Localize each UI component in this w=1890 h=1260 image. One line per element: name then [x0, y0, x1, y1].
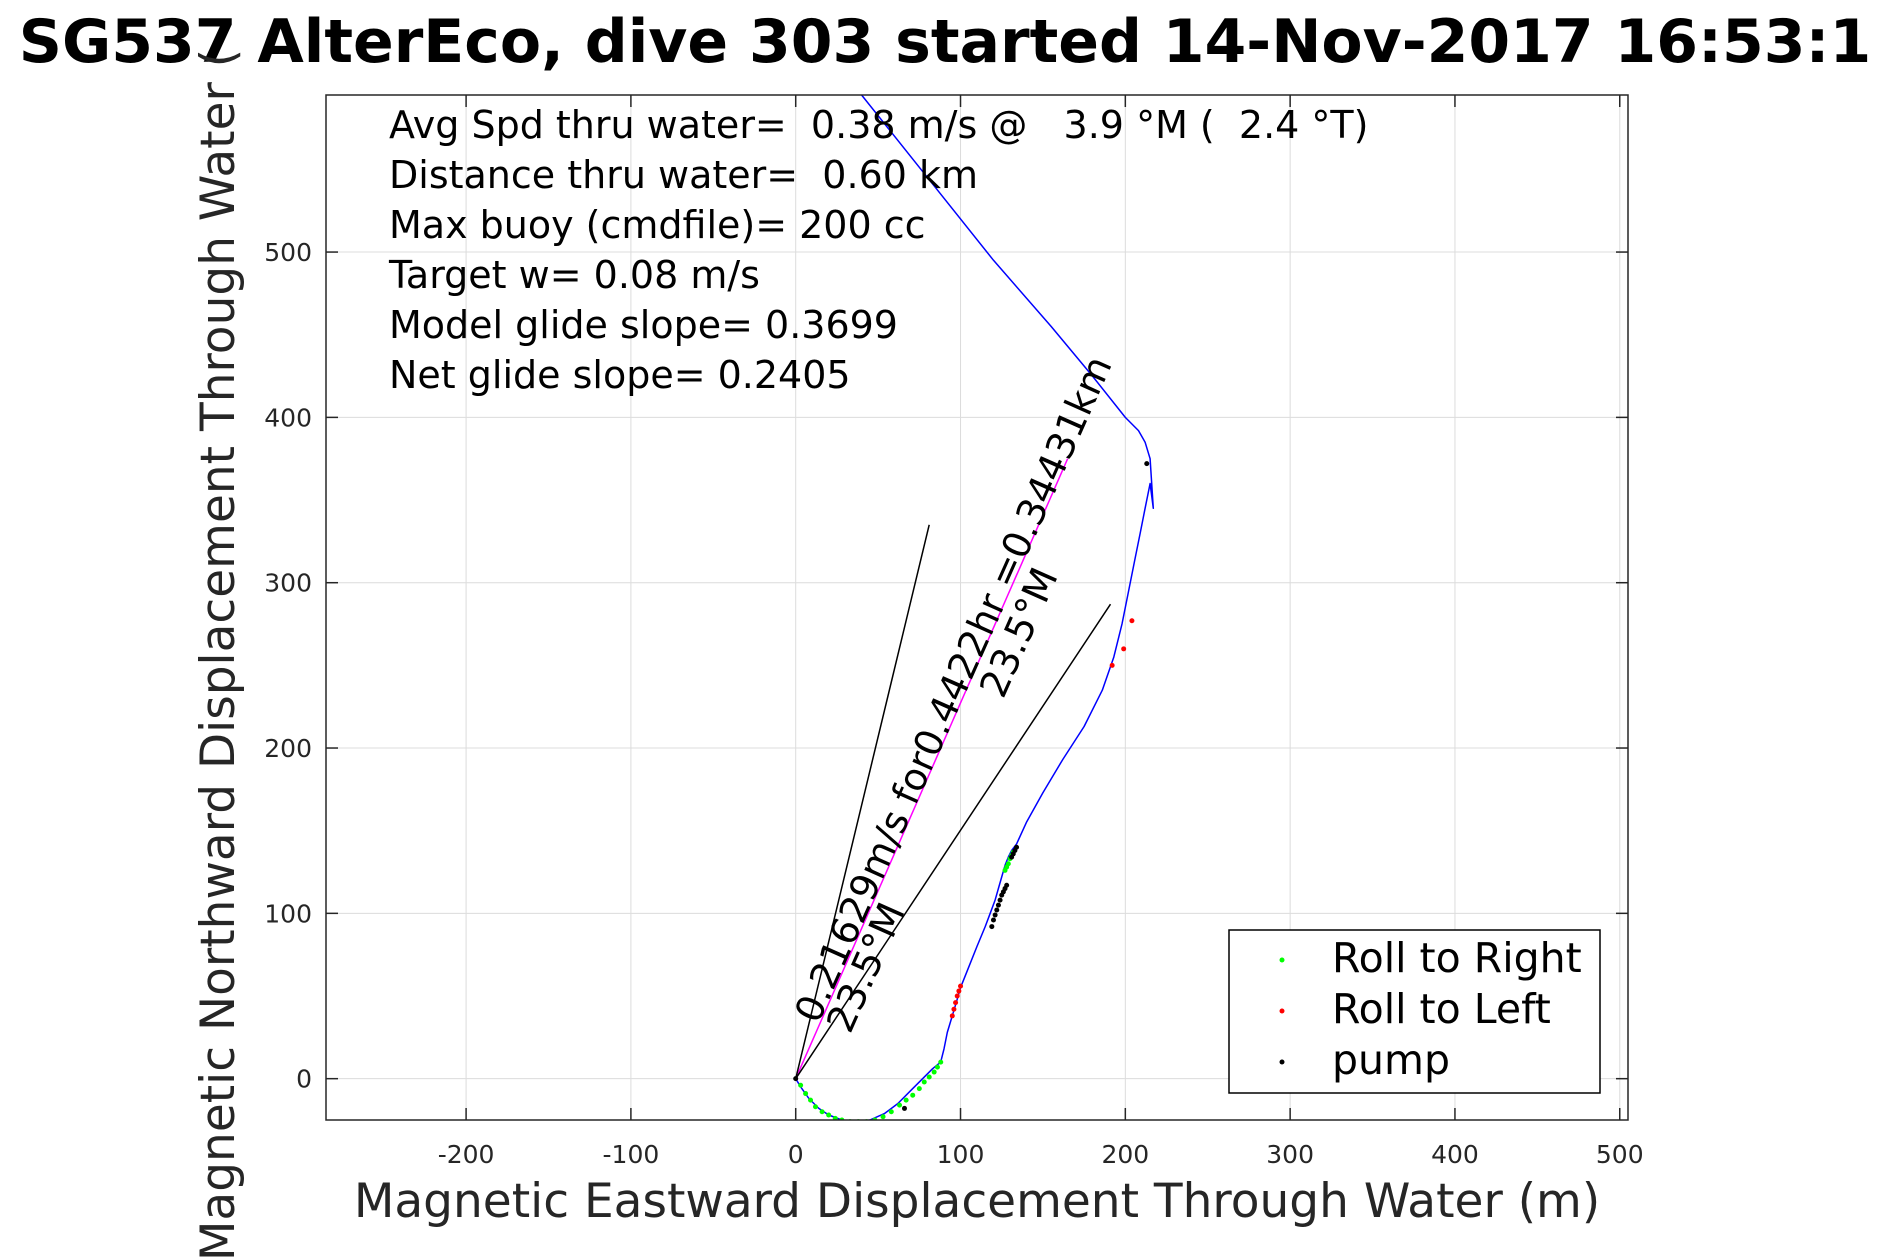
point-pump [1144, 461, 1150, 467]
x-tick-label: 500 [1596, 1140, 1644, 1169]
point-pump [1014, 844, 1020, 850]
x-tick-label: 0 [788, 1140, 804, 1169]
point-roll-to-left [954, 993, 960, 999]
point-roll-to-right [819, 1109, 825, 1115]
point-roll-to-right [926, 1074, 932, 1080]
legend: Roll to Right Roll to Left pump [1228, 929, 1601, 1094]
info-block: Avg Spd thru water= 0.38 m/s @ 3.9 °M ( … [388, 103, 1368, 397]
x-tick-labels: -200 -100 0 100 200 300 400 500 [438, 1140, 1644, 1169]
y-tick-label: 300 [264, 569, 312, 598]
point-roll-to-left [951, 1006, 957, 1012]
info-avg-speed: Avg Spd thru water= 0.38 m/s @ 3.9 °M ( … [389, 103, 1368, 147]
point-roll-to-left [1129, 618, 1135, 624]
point-roll-to-right [1005, 861, 1011, 867]
y-tick-labels: 0 100 200 300 400 500 [264, 238, 312, 1094]
point-pump [901, 1105, 907, 1111]
point-roll-to-right [888, 1109, 894, 1115]
axes-box [325, 94, 1629, 1121]
point-roll-to-right [897, 1102, 903, 1108]
axis-ticks [326, 95, 1628, 1120]
point-roll-to-right [916, 1086, 922, 1092]
y-tick-label: 400 [264, 403, 312, 432]
point-pump [990, 917, 996, 923]
point-roll-to-right [803, 1091, 809, 1097]
legend-label-pump: pump [1332, 1036, 1450, 1084]
point-roll-to-left [949, 1013, 955, 1019]
y-tick-label: 0 [296, 1065, 312, 1094]
chart-title: SG537 AlterEco, dive 303 started 14-Nov-… [19, 7, 1872, 77]
point-roll-to-right [812, 1104, 818, 1110]
point-roll-to-right [808, 1097, 814, 1103]
reference-line-heading-left [794, 524, 930, 1079]
point-roll-to-left [1121, 646, 1127, 652]
x-tick-label: 400 [1431, 1140, 1479, 1169]
legend-label-roll-right: Roll to Right [1332, 934, 1582, 982]
point-pump [997, 897, 1003, 903]
point-pump [989, 924, 995, 930]
point-pump [793, 1076, 799, 1082]
info-distance: Distance thru water= 0.60 km [389, 153, 978, 197]
point-roll-to-right [931, 1069, 937, 1075]
x-tick-label: 100 [937, 1140, 985, 1169]
y-tick-label: 200 [264, 734, 312, 763]
legend-marker-roll-left [1279, 1008, 1285, 1014]
point-roll-to-right [910, 1092, 916, 1098]
y-tick-label: 500 [264, 238, 312, 267]
legend-marker-roll-right [1279, 957, 1285, 963]
x-tick-label: 200 [1101, 1140, 1149, 1169]
point-pump [995, 902, 1001, 908]
info-net-glide-slope: Net glide slope= 0.2405 [389, 353, 851, 397]
point-roll-to-right [880, 1114, 886, 1120]
point-roll-to-right [938, 1059, 944, 1065]
point-roll-to-right [934, 1064, 940, 1070]
x-tick-label: -200 [438, 1140, 495, 1169]
point-pump [1004, 882, 1010, 888]
legend-label-roll-left: Roll to Left [1332, 985, 1551, 1033]
point-roll-to-right [921, 1079, 927, 1085]
point-roll-to-right [832, 1115, 838, 1120]
legend-box [1228, 929, 1601, 1094]
legend-marker-pump [1279, 1059, 1285, 1065]
point-roll-to-right [798, 1082, 804, 1088]
x-tick-label: -100 [603, 1140, 660, 1169]
series-layer [793, 461, 1150, 1120]
point-roll-to-left [1109, 662, 1115, 668]
point-roll-to-left [958, 983, 964, 989]
info-max-buoy: Max buoy (cmdfile)= 200 cc [389, 203, 926, 247]
reference-line-heading-right [795, 603, 1112, 1080]
y-axis-label: Magnetic Northward Displacement Through … [191, 49, 246, 1260]
info-model-glide-slope: Model glide slope= 0.3699 [389, 303, 898, 347]
x-tick-label: 300 [1266, 1140, 1314, 1169]
point-pump [994, 907, 1000, 913]
point-roll-to-left [953, 1000, 959, 1006]
reference-lines [794, 458, 1112, 1080]
point-roll-to-left [956, 988, 962, 994]
reference-line-current [795, 458, 1069, 1079]
info-target-w: Target w= 0.08 m/s [388, 253, 760, 297]
point-roll-to-right [826, 1112, 832, 1118]
grid [326, 95, 1628, 1120]
y-tick-label: 100 [264, 899, 312, 928]
x-axis-label: Magnetic Eastward Displacement Through W… [354, 1174, 1600, 1229]
point-roll-to-right [903, 1097, 909, 1103]
point-pump [992, 912, 998, 918]
